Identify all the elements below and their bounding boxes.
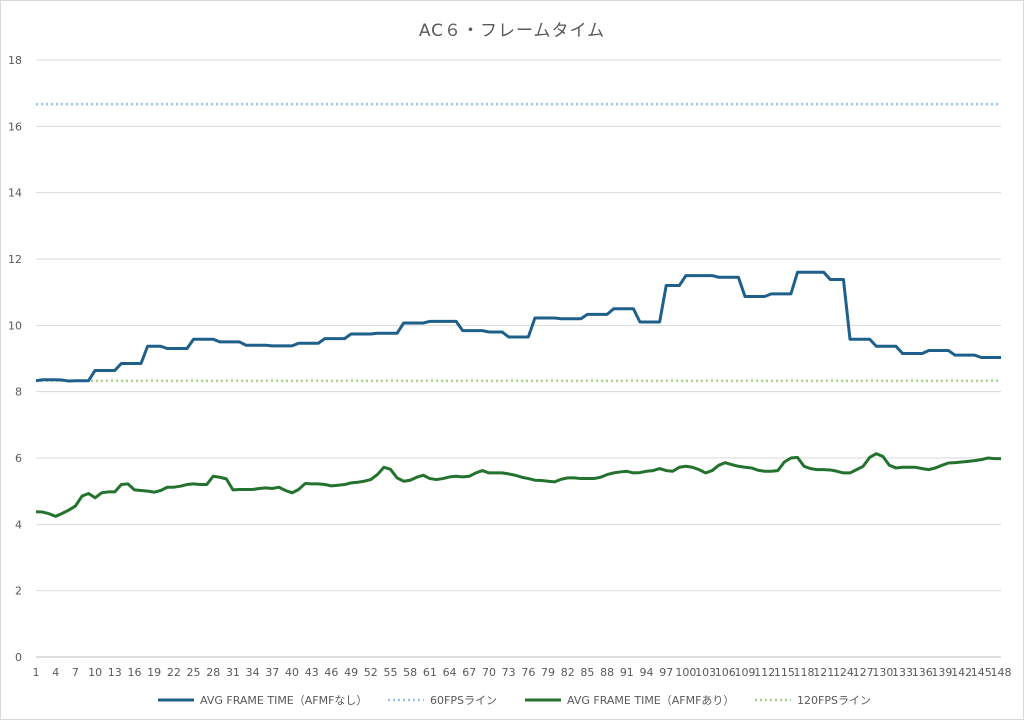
chart-title: AC６・フレームタイム xyxy=(418,21,606,41)
series-line xyxy=(35,452,1001,518)
x-tick-label: 16 xyxy=(127,666,141,679)
x-tick-label: 7 xyxy=(72,666,79,679)
y-tick-label: 0 xyxy=(15,651,22,664)
x-tick-label: 133 xyxy=(892,666,913,679)
x-tick-label: 148 xyxy=(991,666,1012,679)
legend-label: AVG FRAME TIME（AFMFなし） xyxy=(200,694,367,707)
legend-label: 120FPSライン xyxy=(797,694,871,707)
y-tick-label: 10 xyxy=(8,319,22,332)
x-tick-label: 40 xyxy=(285,666,299,679)
x-tick-label: 142 xyxy=(951,666,972,679)
gridlines xyxy=(36,59,1001,658)
y-tick-label: 14 xyxy=(8,187,22,200)
x-tick-label: 31 xyxy=(226,666,240,679)
x-tick-label: 76 xyxy=(521,666,535,679)
x-tick-label: 139 xyxy=(931,666,952,679)
x-tick-label: 88 xyxy=(600,666,614,679)
x-tick-label: 25 xyxy=(187,666,201,679)
y-tick-label: 12 xyxy=(8,253,22,266)
x-tick-label: 46 xyxy=(324,666,338,679)
x-tick-label: 82 xyxy=(561,666,575,679)
x-tick-label: 34 xyxy=(246,666,260,679)
x-tick-label: 106 xyxy=(715,666,736,679)
x-tick-label: 19 xyxy=(147,666,161,679)
x-tick-label: 97 xyxy=(659,666,673,679)
x-tick-label: 52 xyxy=(364,666,378,679)
legend: AVG FRAME TIME（AFMFなし） 60FPSライン AVG FRAME … xyxy=(158,694,871,707)
x-tick-label: 79 xyxy=(541,666,555,679)
x-tick-label: 85 xyxy=(580,666,594,679)
x-tick-label: 145 xyxy=(971,666,992,679)
x-tick-label: 58 xyxy=(403,666,417,679)
y-tick-label: 2 xyxy=(15,585,22,598)
x-tick-label: 28 xyxy=(206,666,220,679)
x-tick-label: 37 xyxy=(265,666,279,679)
x-tick-label: 103 xyxy=(695,666,716,679)
x-tick-label: 70 xyxy=(482,666,496,679)
legend-label: AVG FRAME TIME（AFMFあり） xyxy=(567,694,734,707)
x-tick-label: 73 xyxy=(502,666,516,679)
x-tick-label: 100 xyxy=(675,666,696,679)
x-tick-label: 22 xyxy=(167,666,181,679)
x-tick-label: 109 xyxy=(734,666,755,679)
y-tick-label: 18 xyxy=(8,54,22,67)
x-axis-ticks: 1 4 7 10 13 16 19 22 25 28 31 34 37 40 43 46 49 52 55 58 61 6… xyxy=(33,666,1012,679)
y-tick-label: 4 xyxy=(15,518,22,531)
y-tick-label: 8 xyxy=(15,386,22,399)
x-tick-label: 94 xyxy=(640,666,654,679)
x-tick-label: 124 xyxy=(833,666,854,679)
x-tick-label: 4 xyxy=(52,666,59,679)
x-tick-label: 118 xyxy=(794,666,815,679)
x-tick-label: 130 xyxy=(872,666,893,679)
x-tick-label: 10 xyxy=(88,666,102,679)
x-tick-label: 91 xyxy=(620,666,634,679)
x-tick-label: 13 xyxy=(108,666,122,679)
x-tick-label: 43 xyxy=(305,666,319,679)
x-tick-label: 61 xyxy=(423,666,437,679)
x-tick-label: 1 xyxy=(33,666,40,679)
x-tick-label: 127 xyxy=(853,666,874,679)
x-tick-label: 112 xyxy=(754,666,775,679)
y-tick-label: 16 xyxy=(8,120,22,133)
x-tick-label: 115 xyxy=(774,666,795,679)
y-axis-ticks: 0 2 4 6 8 10 12 14 16 18 xyxy=(8,54,22,664)
x-tick-label: 49 xyxy=(344,666,358,679)
x-tick-label: 136 xyxy=(912,666,933,679)
y-tick-label: 6 xyxy=(15,452,22,465)
series-lines xyxy=(35,102,1001,518)
legend-label: 60FPSライン xyxy=(430,694,497,707)
x-tick-label: 121 xyxy=(813,666,834,679)
x-tick-label: 67 xyxy=(462,666,476,679)
series-line xyxy=(35,270,1001,383)
x-tick-label: 64 xyxy=(443,666,457,679)
x-tick-label: 55 xyxy=(383,666,397,679)
